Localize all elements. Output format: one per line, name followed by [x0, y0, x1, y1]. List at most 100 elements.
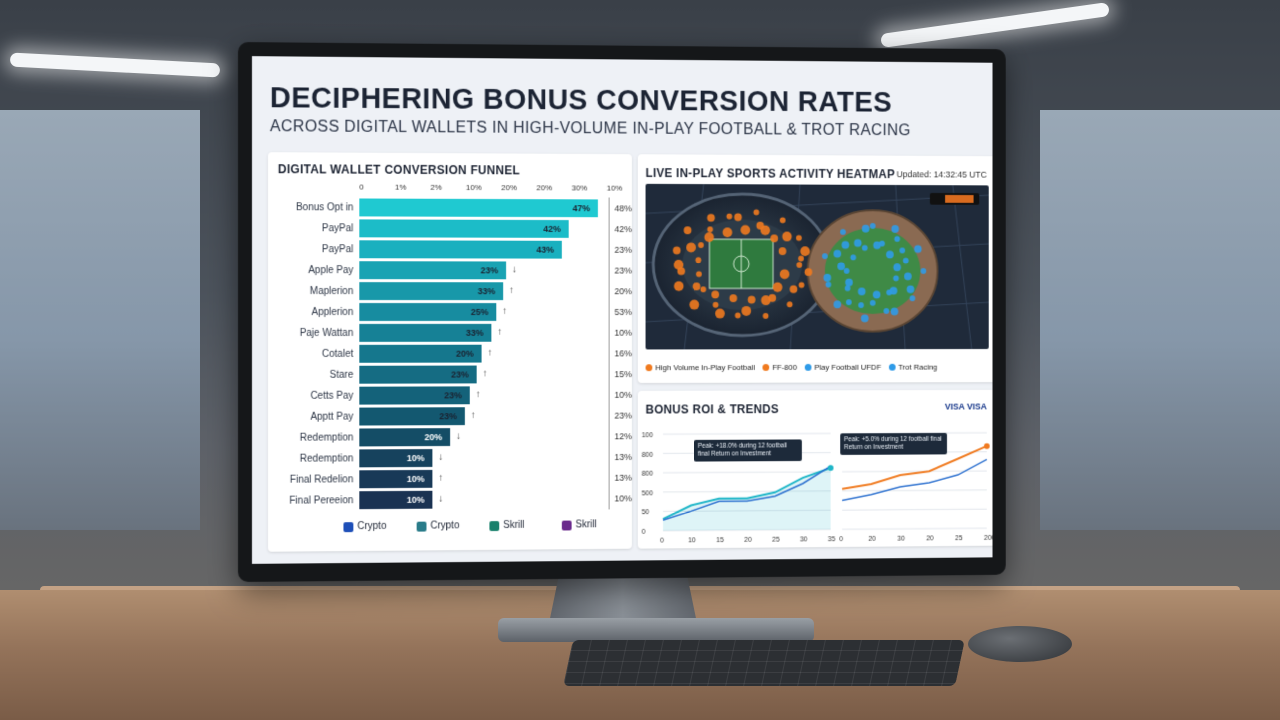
wallet-logo-icon — [561, 520, 572, 531]
funnel-bar-value: 25% — [470, 307, 489, 317]
funnel-right-value: 10% — [614, 389, 632, 400]
heat-point-football — [707, 226, 714, 233]
heat-point-football — [698, 242, 704, 249]
heat-point-football — [772, 282, 783, 293]
funnel-row-label: Paje Wattan — [299, 327, 354, 339]
roi-title: BONUS ROI & TRENDS — [645, 402, 779, 417]
heat-point-football — [707, 213, 715, 222]
funnel-right-value: 20% — [614, 286, 632, 297]
heat-point-trot — [858, 302, 864, 308]
roi-gridline — [842, 509, 987, 510]
arrow-up-icon: ↑ — [502, 306, 508, 317]
heatmap-legend-label: FF-800 — [772, 362, 798, 372]
background-window-right — [1040, 110, 1280, 530]
heat-point-football — [770, 234, 779, 243]
heat-point-trot — [845, 299, 852, 306]
heatmap-updated: Updated: 14:32:45 UTC — [896, 169, 987, 180]
legend-dot-icon — [762, 363, 770, 371]
funnel-bar-value: 10% — [406, 494, 425, 505]
roi-tooltip-right: Peak: +5.0% during 12 football final Ret… — [840, 432, 947, 455]
heat-point-trot — [893, 263, 901, 272]
mouse[interactable] — [968, 626, 1072, 662]
heat-point-football — [761, 295, 771, 306]
roi-x-tick: 35 — [828, 536, 836, 543]
roi-point-marker — [983, 443, 990, 450]
funnel-bar-value: 47% — [572, 203, 591, 214]
heat-point-trot — [861, 244, 868, 251]
funnel-axis-tick: 20% — [536, 183, 553, 193]
heat-point-football — [726, 213, 733, 220]
funnel-bar-value: 10% — [406, 473, 425, 484]
funnel-bar-value: 33% — [477, 286, 496, 297]
funnel-bar[interactable] — [359, 198, 598, 218]
arrow-up-icon: ↑ — [438, 472, 444, 484]
wallet-logo-icon — [489, 520, 500, 531]
funnel-right-value: 42% — [614, 224, 632, 235]
funnel-bar[interactable] — [359, 240, 562, 259]
roi-panel: BONUS ROI & TRENDS VISA VISA 100 800 800 50… — [637, 389, 993, 549]
heat-point-trot — [906, 285, 915, 294]
heat-point-trot — [886, 289, 892, 296]
legend-dot-icon — [804, 363, 812, 371]
heat-point-trot — [883, 307, 890, 314]
heat-point-trot — [837, 262, 845, 271]
funnel-axis-tick: 30% — [571, 183, 588, 193]
heat-point-trot — [840, 229, 846, 235]
heat-point-football — [712, 301, 719, 308]
roi-x-tick: 200 — [984, 535, 993, 542]
arrow-down-icon: ↓ — [438, 493, 444, 505]
funnel-right-value: 53% — [614, 307, 632, 317]
arrow-up-icon: ↑ — [487, 347, 493, 359]
arrow-down-icon: ↓ — [456, 431, 461, 443]
heat-point-trot — [841, 240, 850, 249]
heat-point-football — [800, 246, 810, 257]
heat-point-football — [779, 269, 790, 280]
roi-x-tick: 20 — [868, 536, 876, 543]
arrow-up-icon: ↑ — [497, 326, 503, 338]
roi-line-right-2 — [842, 459, 987, 500]
heatmap-legend-item: Play Football UFDF — [804, 362, 882, 372]
funnel-bar-value: 20% — [456, 348, 474, 359]
heat-point-football — [700, 286, 707, 293]
roi-x-tick: 0 — [660, 538, 664, 545]
heat-point-football — [696, 271, 702, 278]
ceiling-light-left — [9, 52, 221, 78]
football-pitch — [709, 239, 773, 288]
funnel-right-value: 15% — [614, 369, 632, 380]
funnel-right-value: 23% — [614, 244, 632, 255]
heat-point-football — [692, 282, 701, 291]
page-subtitle: ACROSS DIGITAL WALLETS IN HIGH-VOLUME IN… — [269, 118, 911, 140]
funnel-row-label: Cotalet — [321, 348, 354, 360]
roi-gridline — [663, 472, 831, 473]
heat-point-trot — [894, 235, 900, 242]
heat-point-football — [741, 306, 752, 316]
funnel-bar[interactable] — [359, 219, 569, 238]
funnel-right-value: 13% — [614, 472, 632, 483]
roi-x-tick: 10 — [688, 537, 696, 544]
arrow-up-icon: ↑ — [509, 285, 514, 297]
funnel-right-value: 23% — [614, 410, 632, 421]
heat-point-trot — [833, 300, 842, 309]
heat-point-trot — [891, 225, 899, 233]
heat-point-trot — [920, 268, 927, 274]
heat-point-football — [782, 231, 792, 242]
roi-gridline — [842, 528, 987, 529]
heatmap-svg — [646, 184, 989, 350]
funnel-row-label: Final Pereeion — [289, 495, 354, 507]
keyboard[interactable] — [563, 640, 965, 686]
funnel-axis: 0 1% 2% 10% 20% 20% 30% 10% — [268, 182, 632, 195]
funnel-axis-tick: 10% — [606, 183, 623, 193]
funnel-bar-value: 20% — [424, 432, 443, 443]
wallet-logo-icon — [343, 521, 354, 532]
heatmap-legend-label: Play Football UFDF — [814, 362, 882, 372]
funnel-right-value: 10% — [614, 327, 632, 338]
heat-point-football — [747, 295, 756, 304]
roi-gridline — [663, 433, 831, 434]
heat-point-football — [798, 255, 804, 262]
heat-point-football — [804, 268, 813, 276]
funnel-row-label: PayPal — [321, 244, 354, 256]
heatmap-map[interactable] — [645, 183, 989, 350]
heat-point-trot — [823, 273, 832, 282]
funnel-row-label: Apple Pay — [308, 265, 354, 277]
